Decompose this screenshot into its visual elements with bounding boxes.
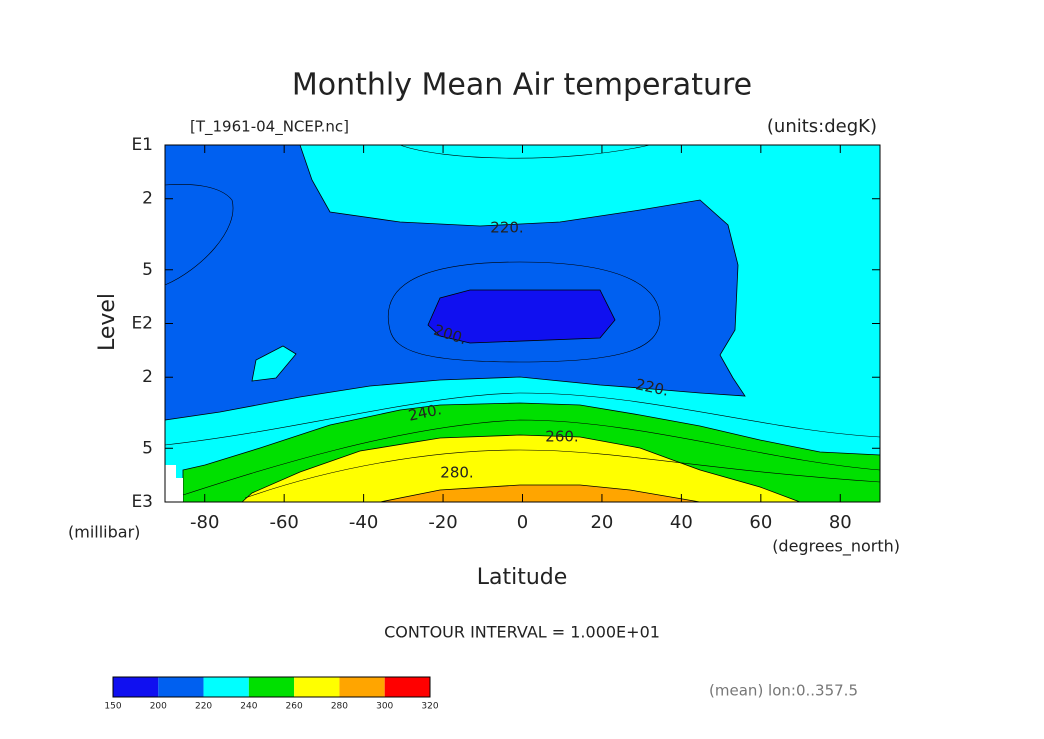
contour-line <box>399 144 651 159</box>
colorbar-label: 220 <box>195 702 212 712</box>
contour-fill <box>164 144 881 503</box>
y-unit: (millibar) <box>68 523 140 542</box>
colorbar-swatch <box>113 677 159 697</box>
y-tick-label: 5 <box>142 438 153 458</box>
footnote: (mean) lon:0..357.5 <box>709 682 858 700</box>
x-axis-label: Latitude <box>477 565 568 590</box>
colorbar-swatch <box>203 677 249 697</box>
colorbar-swatch <box>384 677 430 697</box>
y-tick-label: 5 <box>142 260 153 280</box>
x-tick-label: -80 <box>190 512 219 533</box>
x-tick-label: -20 <box>428 512 457 533</box>
contour-label: 280. <box>440 464 473 482</box>
y-axis-label: Level <box>95 293 120 351</box>
contour-band <box>164 144 746 421</box>
colorbar-swatch <box>294 677 340 697</box>
contour-line <box>244 449 881 499</box>
colorbar-label: 200 <box>150 702 167 712</box>
contour-line <box>182 419 881 496</box>
contour-label: 260. <box>545 428 578 446</box>
colorbar-label: 280 <box>331 702 348 712</box>
x-tick-label: 80 <box>829 512 852 533</box>
contour-line <box>164 184 234 286</box>
contour-band <box>427 289 616 344</box>
units-label: (units:degK) <box>767 116 877 137</box>
x-unit: (degrees_north) <box>772 537 900 557</box>
colorbar-swatch <box>339 677 385 697</box>
colorbar-label: 320 <box>421 702 438 712</box>
chart-title: Monthly Mean Air temperature <box>292 68 752 103</box>
colorbar-label: 300 <box>376 702 393 712</box>
contour-band <box>240 434 801 503</box>
y-tick-label: 2 <box>142 367 153 387</box>
missing-data <box>165 465 183 502</box>
colorbar-label: 260 <box>286 702 303 712</box>
x-tick-label: 20 <box>590 512 613 533</box>
x-tick-label: 0 <box>517 512 528 533</box>
x-tick-label: 60 <box>749 512 772 533</box>
colorbar-label: 150 <box>104 702 121 712</box>
x-tick-label: 40 <box>670 512 693 533</box>
colorbar-swatch <box>158 677 204 697</box>
y-tick-label: 2 <box>142 189 153 209</box>
y-tick-label: E1 <box>131 135 153 155</box>
contour-band <box>251 345 297 382</box>
contour-line <box>164 392 881 446</box>
y-tick-label: E2 <box>131 314 153 334</box>
contour-interval: CONTOUR INTERVAL = 1.000E+01 <box>384 623 660 642</box>
x-tick-label: -40 <box>349 512 378 533</box>
file-label: [T_1961-04_NCEP.nc] <box>190 118 349 137</box>
contour-line <box>387 261 661 363</box>
contour-label: 220. <box>490 219 523 237</box>
colorbar-label: 240 <box>240 702 257 712</box>
colorbar-swatch <box>248 677 295 697</box>
colorbar-frame <box>112 676 431 698</box>
y-tick-label: E3 <box>131 492 153 512</box>
x-tick-label: -60 <box>269 512 298 533</box>
